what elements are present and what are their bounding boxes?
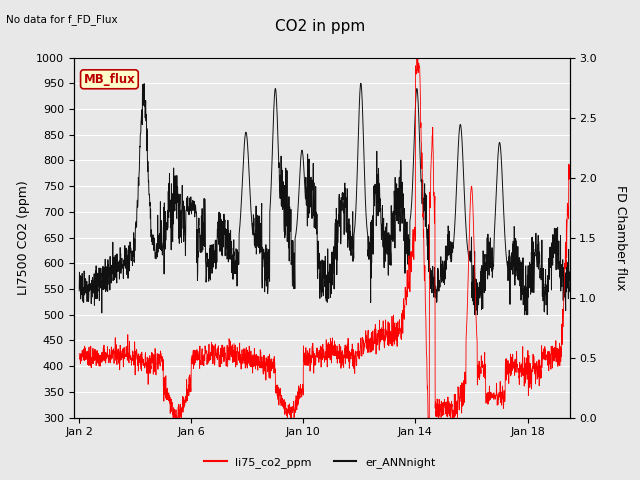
Text: CO2 in ppm: CO2 in ppm	[275, 19, 365, 34]
Text: MB_flux: MB_flux	[84, 73, 135, 86]
Legend: li75_co2_ppm, er_ANNnight: li75_co2_ppm, er_ANNnight	[200, 452, 440, 472]
Y-axis label: FD Chamber flux: FD Chamber flux	[614, 185, 627, 290]
Y-axis label: LI7500 CO2 (ppm): LI7500 CO2 (ppm)	[17, 180, 30, 295]
Text: No data for f_FD_Flux: No data for f_FD_Flux	[6, 14, 118, 25]
